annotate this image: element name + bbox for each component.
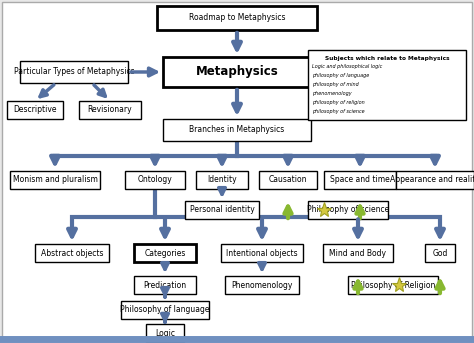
Text: Branches in Metaphysics: Branches in Metaphysics bbox=[190, 126, 284, 134]
Text: Subjects which relate to Metaphysics: Subjects which relate to Metaphysics bbox=[325, 56, 449, 61]
Text: Personal identity: Personal identity bbox=[190, 205, 255, 214]
Text: Philosophy of science: Philosophy of science bbox=[307, 205, 389, 214]
Text: Philosophy of language: Philosophy of language bbox=[120, 306, 210, 315]
FancyBboxPatch shape bbox=[134, 276, 196, 294]
Text: Appearance and reality: Appearance and reality bbox=[390, 176, 474, 185]
Text: Revisionary: Revisionary bbox=[88, 106, 132, 115]
Text: philosophy of mind: philosophy of mind bbox=[312, 82, 359, 87]
Text: Mind and Body: Mind and Body bbox=[329, 248, 386, 258]
FancyBboxPatch shape bbox=[125, 171, 185, 189]
FancyBboxPatch shape bbox=[225, 276, 299, 294]
FancyBboxPatch shape bbox=[259, 171, 317, 189]
Text: philosophy of science: philosophy of science bbox=[312, 109, 365, 114]
Text: Particular Types of Metaphysics: Particular Types of Metaphysics bbox=[14, 68, 134, 76]
Text: God: God bbox=[432, 248, 447, 258]
FancyBboxPatch shape bbox=[196, 171, 248, 189]
Text: Metaphysics: Metaphysics bbox=[196, 66, 278, 79]
Text: Monism and pluralism: Monism and pluralism bbox=[13, 176, 98, 185]
FancyBboxPatch shape bbox=[348, 276, 438, 294]
FancyBboxPatch shape bbox=[163, 119, 311, 141]
FancyBboxPatch shape bbox=[323, 244, 393, 262]
FancyBboxPatch shape bbox=[7, 101, 63, 119]
FancyBboxPatch shape bbox=[79, 101, 141, 119]
Text: Ontology: Ontology bbox=[137, 176, 173, 185]
Text: Logic and philosophical logic: Logic and philosophical logic bbox=[312, 64, 382, 69]
FancyBboxPatch shape bbox=[134, 244, 196, 262]
Text: philosophy of religion: philosophy of religion bbox=[312, 100, 365, 105]
FancyBboxPatch shape bbox=[146, 324, 184, 342]
FancyBboxPatch shape bbox=[10, 171, 100, 189]
FancyBboxPatch shape bbox=[185, 201, 259, 219]
Text: Intentional objects: Intentional objects bbox=[226, 248, 298, 258]
Text: Predication: Predication bbox=[144, 281, 187, 289]
Text: Logic: Logic bbox=[155, 329, 175, 338]
FancyBboxPatch shape bbox=[425, 244, 455, 262]
Text: Phenomenology: Phenomenology bbox=[231, 281, 292, 289]
Text: Categories: Categories bbox=[144, 248, 186, 258]
FancyBboxPatch shape bbox=[35, 244, 109, 262]
FancyBboxPatch shape bbox=[157, 6, 317, 30]
FancyBboxPatch shape bbox=[308, 50, 466, 120]
Text: Causation: Causation bbox=[269, 176, 307, 185]
Text: Roadmap to Metaphysics: Roadmap to Metaphysics bbox=[189, 13, 285, 23]
Text: Space and time: Space and time bbox=[330, 176, 390, 185]
FancyBboxPatch shape bbox=[396, 171, 474, 189]
Text: Descriptive: Descriptive bbox=[13, 106, 57, 115]
Text: Philosophy of Religion: Philosophy of Religion bbox=[351, 281, 435, 289]
Text: Identity: Identity bbox=[207, 176, 237, 185]
FancyBboxPatch shape bbox=[324, 171, 396, 189]
Text: philosophy of language: philosophy of language bbox=[312, 73, 369, 78]
FancyBboxPatch shape bbox=[163, 57, 311, 87]
FancyBboxPatch shape bbox=[121, 301, 209, 319]
Text: phenomenology: phenomenology bbox=[312, 91, 352, 96]
FancyBboxPatch shape bbox=[308, 201, 388, 219]
Text: Abstract objects: Abstract objects bbox=[41, 248, 103, 258]
FancyBboxPatch shape bbox=[20, 61, 128, 83]
FancyBboxPatch shape bbox=[2, 2, 472, 337]
FancyBboxPatch shape bbox=[221, 244, 303, 262]
